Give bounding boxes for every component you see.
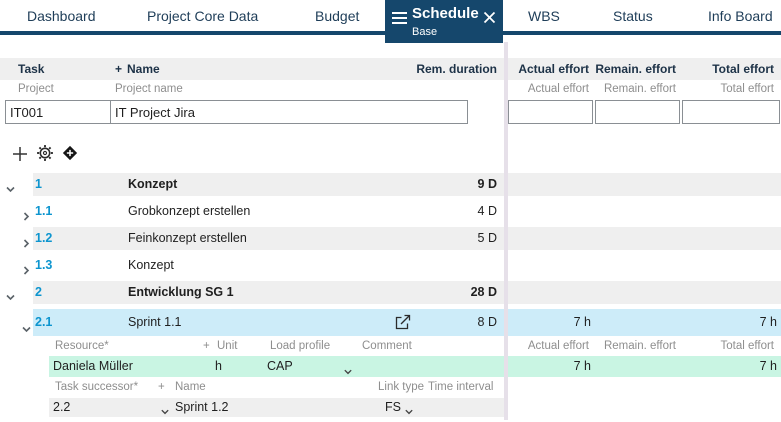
resource-total-effort: 7 h [759, 359, 777, 373]
table-row-1-2[interactable]: 1.2 Feinkonzept erstellen 5 D [0, 227, 781, 250]
project-label-row: Project Project name Actual effort Remai… [0, 80, 781, 98]
time-interval-label: Time interval [428, 381, 494, 393]
col-name-label: Name [127, 62, 160, 76]
external-link-icon[interactable] [394, 313, 412, 331]
task-total-effort: 7 h [759, 315, 777, 329]
task-number: 1.3 [35, 258, 53, 272]
col-total-effort-label: Total effort [712, 62, 774, 76]
successor-name: Sprint 1.2 [175, 400, 229, 414]
comment-label: Comment [362, 340, 412, 352]
chevron-down-icon[interactable] [21, 317, 33, 332]
chevron-right-icon[interactable] [21, 206, 33, 221]
col-rem-duration-label: Rem. duration [416, 62, 497, 76]
task-name: Grobkonzept erstellen [128, 204, 251, 218]
task-number: 2 [35, 285, 42, 299]
table-row-1[interactable]: 1 Konzept 9 D [0, 173, 781, 196]
task-successor-label: Task successor* [55, 381, 139, 393]
task-number: 1 [35, 177, 42, 191]
project-name-label: Project name [115, 83, 183, 95]
task-name: Entwicklung SG 1 [128, 285, 234, 299]
add-resource-column-button[interactable]: + [203, 340, 210, 352]
remain-effort-input[interactable] [595, 100, 680, 124]
tab-budget[interactable]: Budget [315, 8, 360, 24]
task-duration: 4 D [477, 204, 497, 218]
link-type-value[interactable]: FS [385, 400, 401, 414]
successor-task-value[interactable]: 2.2 [53, 400, 71, 414]
resource-total-effort-label: Total effort [720, 340, 775, 352]
chevron-down-icon[interactable] [404, 403, 415, 414]
tab-bar: Dashboard Project Core Data Budget WBS S… [0, 0, 781, 43]
resource-actual-effort: 7 h [573, 359, 591, 373]
col-remain-effort-label: Remain. effort [595, 62, 676, 76]
task-duration: 9 D [477, 177, 497, 191]
project-name-input[interactable] [110, 100, 468, 124]
total-effort-input[interactable] [682, 100, 780, 124]
resource-row[interactable]: Daniela Müller h CAP 7 h 7 h [0, 356, 781, 377]
tab-wbs[interactable]: WBS [528, 8, 560, 24]
table-row-2-1-selected[interactable]: 2.1 Sprint 1.1 8 D 7 h 7 h [0, 309, 781, 336]
load-profile-label: Load profile [270, 340, 331, 352]
task-actual-effort: 7 h [573, 315, 591, 329]
add-milestone-icon[interactable] [61, 144, 79, 162]
resource-header-row: Resource* + Unit Load profile Comment Ac… [0, 337, 781, 356]
chevron-down-icon[interactable] [343, 362, 354, 374]
task-name: Konzept [128, 177, 178, 191]
actual-effort-sublabel: Actual effort [527, 83, 589, 95]
chevron-down-icon[interactable] [5, 179, 17, 192]
task-number: 1.1 [35, 204, 53, 218]
tab-schedule-subtitle: Base [412, 26, 438, 38]
project-id-input[interactable] [5, 100, 111, 124]
task-name: Sprint 1.1 [128, 315, 182, 329]
close-icon[interactable] [483, 11, 496, 24]
table-row-2[interactable]: 2 Entwicklung SG 1 28 D [0, 281, 781, 304]
link-type-label: Link type [378, 381, 425, 393]
tab-schedule[interactable]: Schedule Base [385, 0, 503, 43]
tab-status[interactable]: Status [613, 8, 653, 24]
tab-project-core-data[interactable]: Project Core Data [147, 8, 259, 24]
actual-effort-input[interactable] [508, 100, 593, 124]
task-duration: 28 D [470, 285, 497, 299]
task-duration: 8 D [477, 315, 497, 329]
task-name: Konzept [128, 258, 174, 272]
task-number: 1.2 [35, 231, 53, 245]
column-header-row: Task + Name Rem. duration Actual effort … [0, 58, 781, 80]
col-task-label: Task [18, 62, 45, 76]
resource-actual-effort-label: Actual effort [527, 340, 589, 352]
resource-unit: h [215, 359, 222, 373]
project-label: Project [18, 83, 54, 95]
task-duration: 5 D [477, 231, 497, 245]
chevron-down-icon[interactable] [160, 403, 171, 414]
pane-divider[interactable] [504, 42, 508, 420]
gear-icon[interactable] [36, 144, 54, 162]
resource-remain-effort-label: Remain. effort [603, 340, 676, 352]
task-name: Feinkonzept erstellen [128, 231, 247, 245]
resource-name: Daniela Müller [53, 359, 133, 373]
task-number: 2.1 [35, 315, 53, 329]
chevron-right-icon[interactable] [21, 233, 33, 248]
tab-info-board[interactable]: Info Board [708, 8, 773, 24]
successor-header-row: Task successor* + Name Link type Time in… [0, 377, 781, 397]
col-actual-effort-label: Actual effort [518, 62, 589, 76]
chevron-right-icon[interactable] [21, 260, 33, 275]
tab-schedule-label: Schedule [412, 5, 479, 22]
chevron-down-icon[interactable] [5, 287, 17, 300]
table-row-1-1[interactable]: 1.1 Grobkonzept erstellen 4 D [0, 200, 781, 223]
total-effort-sublabel: Total effort [720, 83, 775, 95]
add-successor-column-button[interactable]: + [158, 381, 165, 393]
table-row-1-3[interactable]: 1.3 Konzept [0, 254, 781, 277]
load-profile-value[interactable]: CAP [267, 359, 293, 373]
header-band-right [508, 58, 781, 80]
add-column-button[interactable]: + [115, 62, 123, 76]
remain-effort-sublabel: Remain. effort [603, 83, 676, 95]
unit-label: Unit [217, 340, 238, 352]
header-band-left [0, 58, 504, 80]
tab-dashboard[interactable]: Dashboard [27, 8, 96, 24]
add-task-button[interactable] [12, 146, 28, 162]
menu-icon[interactable] [392, 12, 407, 24]
successor-row[interactable]: 2.2 Sprint 1.2 FS [0, 398, 781, 417]
successor-name-label: Name [175, 381, 206, 393]
resource-label: Resource* [55, 340, 109, 352]
